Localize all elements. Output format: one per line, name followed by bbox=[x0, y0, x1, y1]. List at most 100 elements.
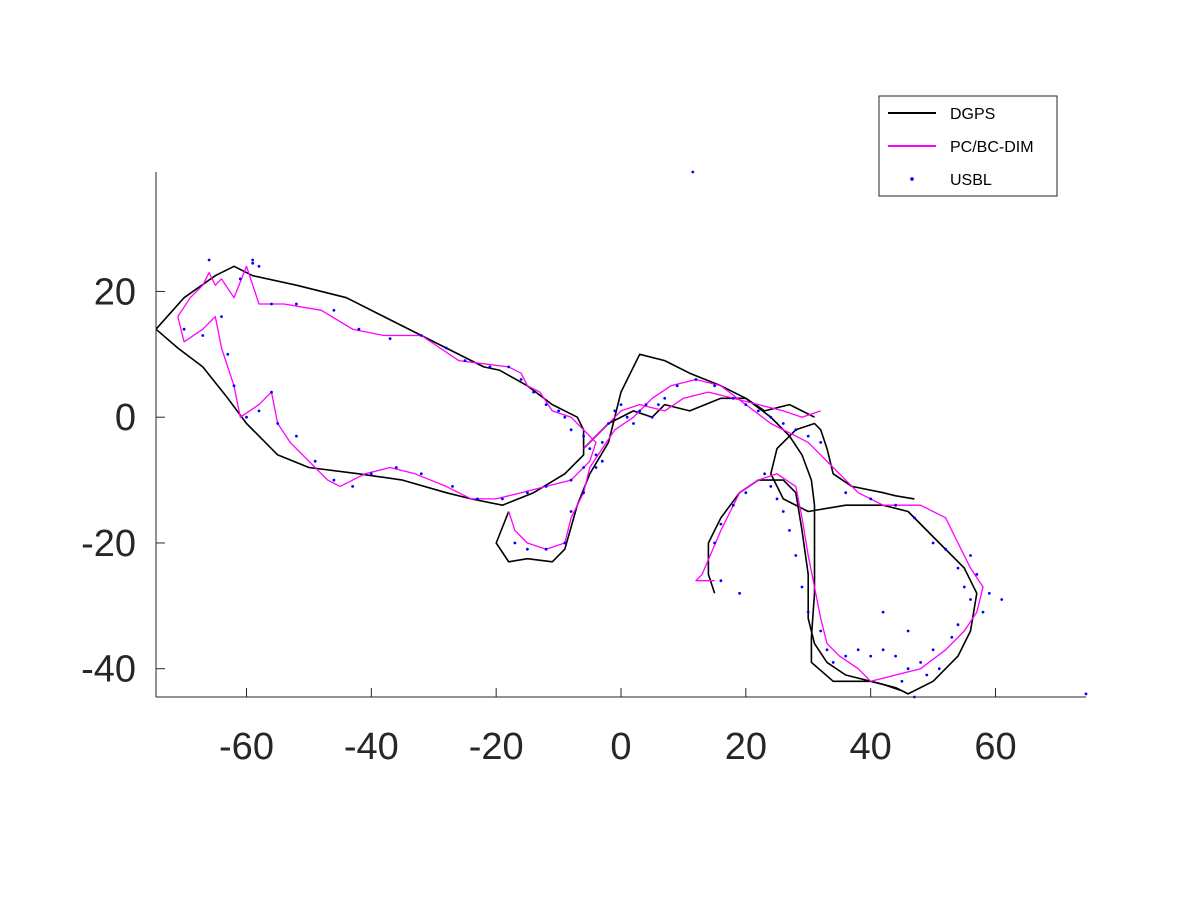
data-point-usbl bbox=[182, 327, 186, 331]
data-point-usbl bbox=[738, 591, 741, 595]
data-point-usbl bbox=[588, 447, 592, 450]
plot-area bbox=[155, 170, 1088, 699]
data-point-usbl bbox=[332, 478, 336, 482]
data-point-usbl bbox=[201, 334, 205, 337]
data-point-usbl bbox=[451, 485, 454, 488]
data-point-usbl bbox=[582, 466, 585, 469]
data-point-usbl bbox=[207, 258, 211, 262]
data-point-usbl bbox=[1000, 598, 1004, 601]
data-point-usbl bbox=[969, 598, 972, 601]
data-point-usbl bbox=[900, 679, 904, 683]
data-point-usbl bbox=[332, 308, 336, 312]
x-tick-label: -20 bbox=[469, 726, 524, 768]
data-point-usbl bbox=[844, 654, 848, 658]
legend-label: USBL bbox=[950, 172, 992, 189]
y-tick-label: -40 bbox=[81, 649, 136, 691]
data-point-usbl bbox=[800, 585, 804, 589]
data-point-usbl bbox=[769, 485, 773, 488]
y-tick-label: -20 bbox=[81, 523, 136, 565]
data-point-usbl bbox=[881, 648, 885, 652]
data-point-usbl bbox=[731, 503, 735, 507]
data-point-usbl bbox=[563, 541, 567, 545]
data-point-usbl bbox=[650, 415, 654, 419]
data-point-usbl bbox=[744, 491, 748, 495]
data-point-usbl bbox=[894, 503, 897, 507]
x-tick-label: 20 bbox=[725, 726, 767, 768]
data-point-usbl bbox=[569, 510, 573, 513]
series-line-pc-bc-dim bbox=[177, 265, 597, 500]
data-point-usbl bbox=[519, 378, 523, 381]
data-point-usbl bbox=[295, 302, 298, 306]
data-point-usbl bbox=[613, 409, 617, 413]
data-point-usbl bbox=[501, 497, 504, 501]
data-point-usbl bbox=[781, 510, 785, 513]
data-point-usbl bbox=[351, 485, 354, 488]
data-point-usbl bbox=[251, 261, 255, 265]
data-point-usbl bbox=[569, 428, 573, 432]
x-tick-label: 40 bbox=[850, 726, 892, 768]
legend-swatch bbox=[910, 177, 914, 181]
data-point-usbl bbox=[691, 170, 695, 174]
data-point-usbl bbox=[894, 654, 897, 658]
data-point-usbl bbox=[869, 497, 873, 501]
data-point-usbl bbox=[937, 667, 941, 671]
data-point-usbl bbox=[388, 337, 392, 340]
data-point-usbl bbox=[881, 610, 885, 614]
data-point-usbl bbox=[819, 441, 823, 444]
x-tick-label: 60 bbox=[974, 726, 1016, 768]
data-point-usbl bbox=[638, 409, 642, 413]
series-line-dgps bbox=[155, 265, 585, 507]
data-point-usbl bbox=[794, 428, 798, 432]
data-point-usbl bbox=[582, 434, 585, 438]
data-point-usbl bbox=[731, 396, 735, 400]
data-point-usbl bbox=[944, 547, 947, 551]
data-point-usbl bbox=[594, 466, 598, 469]
legend-label: DGPS bbox=[950, 106, 995, 123]
data-point-usbl bbox=[226, 352, 230, 356]
data-point-usbl bbox=[644, 403, 648, 406]
data-point-usbl bbox=[619, 403, 623, 406]
y-tick-label: 0 bbox=[115, 397, 136, 439]
data-point-usbl bbox=[220, 315, 223, 318]
data-point-usbl bbox=[526, 491, 529, 495]
data-point-usbl bbox=[756, 409, 760, 413]
data-point-usbl bbox=[969, 554, 972, 557]
data-point-usbl bbox=[931, 648, 935, 652]
data-point-usbl bbox=[794, 554, 798, 557]
data-point-usbl bbox=[906, 629, 910, 633]
x-tick-label: -60 bbox=[219, 726, 274, 768]
data-point-usbl bbox=[713, 541, 716, 545]
x-ticks: -60 -40 -20 0 20 40 60 bbox=[219, 688, 1017, 768]
data-point-usbl bbox=[788, 529, 791, 532]
legend: DGPS PC/BC-DIM USBL bbox=[878, 95, 1058, 197]
series-line-pc-bc-dim bbox=[583, 391, 821, 450]
data-point-usbl bbox=[532, 390, 535, 394]
data-point-usbl bbox=[419, 334, 423, 337]
data-point-usbl bbox=[919, 661, 922, 664]
data-point-usbl bbox=[563, 415, 567, 419]
data-point-usbl bbox=[582, 491, 585, 495]
data-point-usbl bbox=[600, 441, 604, 444]
data-point-usbl bbox=[600, 459, 604, 463]
data-point-usbl bbox=[719, 579, 723, 583]
y-tick-label: 20 bbox=[94, 271, 136, 313]
data-point-usbl bbox=[394, 466, 398, 469]
data-point-usbl bbox=[251, 258, 255, 262]
data-point-usbl bbox=[925, 673, 929, 677]
series-usbl bbox=[182, 170, 1088, 699]
data-point-usbl bbox=[507, 365, 511, 369]
data-point-usbl bbox=[781, 422, 785, 425]
data-point-usbl bbox=[719, 522, 723, 526]
data-point-usbl bbox=[270, 302, 273, 306]
series-line-dgps bbox=[707, 479, 903, 692]
data-point-usbl bbox=[694, 378, 698, 381]
data-point-usbl bbox=[831, 661, 835, 664]
data-point-usbl bbox=[987, 591, 991, 595]
data-point-usbl bbox=[557, 409, 560, 413]
data-point-usbl bbox=[825, 648, 829, 652]
series-line-dgps bbox=[583, 397, 815, 450]
data-point-usbl bbox=[856, 648, 860, 652]
data-point-usbl bbox=[906, 667, 910, 671]
data-point-usbl bbox=[488, 365, 492, 369]
